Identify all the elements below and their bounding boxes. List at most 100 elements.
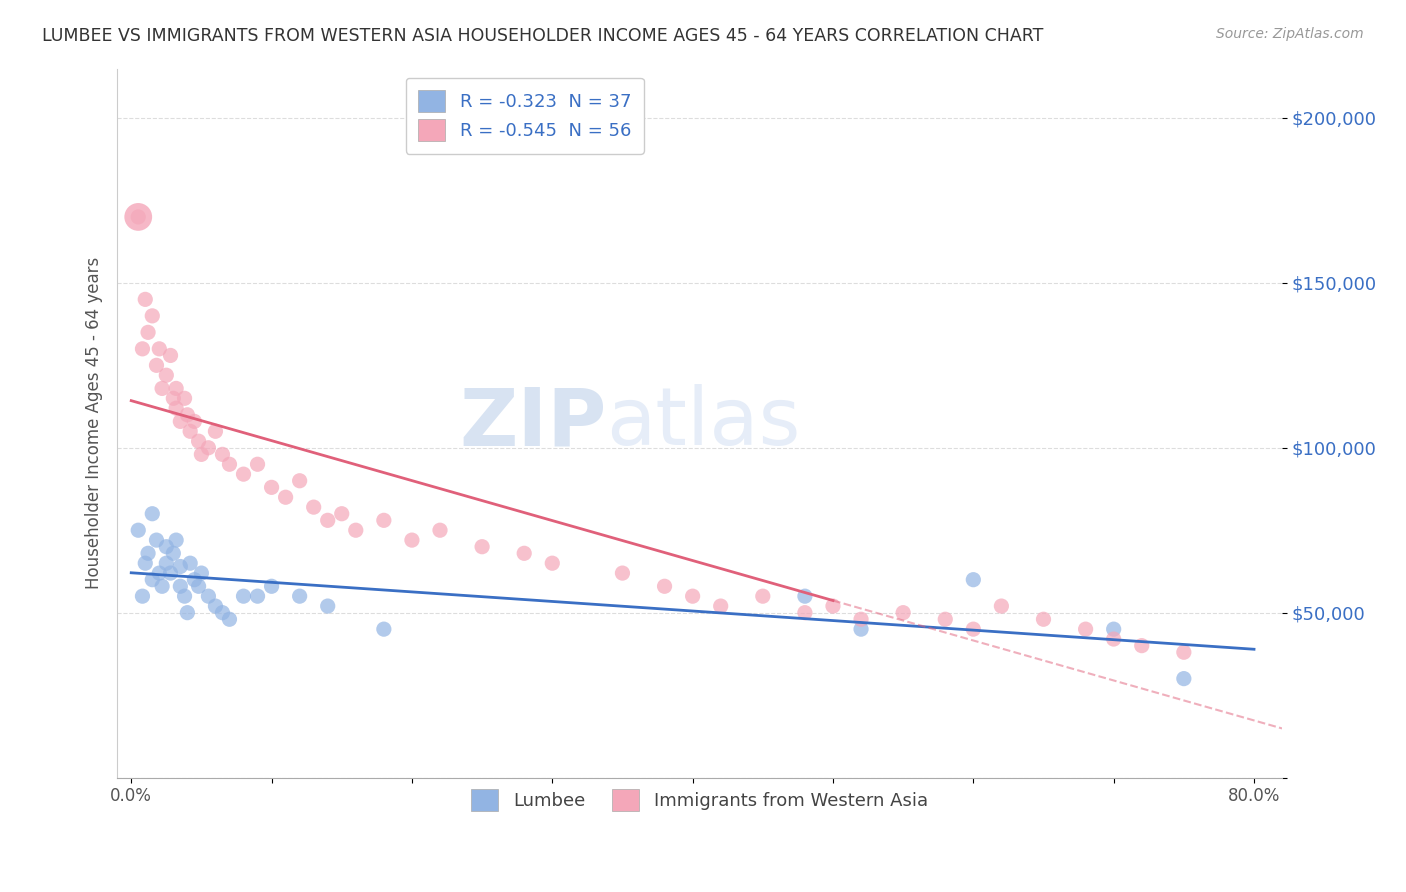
Point: [218, 612, 240, 626]
Point: [197, 589, 219, 603]
Point: [165, 401, 187, 416]
Point: [1130, 639, 1153, 653]
Point: [190, 566, 212, 580]
Point: [176, 606, 198, 620]
Point: [1032, 612, 1054, 626]
Point: [148, 566, 170, 580]
Point: [141, 309, 163, 323]
Point: [159, 566, 181, 580]
Point: [316, 513, 339, 527]
Point: [218, 457, 240, 471]
Point: [162, 546, 184, 560]
Point: [150, 381, 173, 395]
Point: [183, 573, 205, 587]
Point: [891, 606, 914, 620]
Point: [169, 414, 191, 428]
Point: [260, 480, 283, 494]
Point: [344, 523, 367, 537]
Point: [136, 546, 159, 560]
Point: [197, 441, 219, 455]
Point: [962, 573, 984, 587]
Point: [401, 533, 423, 548]
Point: [330, 507, 353, 521]
Point: [155, 540, 177, 554]
Point: [654, 579, 676, 593]
Point: [288, 474, 311, 488]
Point: [131, 342, 153, 356]
Point: [127, 210, 149, 224]
Point: [1074, 622, 1097, 636]
Point: [752, 589, 775, 603]
Point: [150, 579, 173, 593]
Y-axis label: Householder Income Ages 45 - 64 years: Householder Income Ages 45 - 64 years: [86, 257, 103, 589]
Point: [165, 381, 187, 395]
Point: [183, 414, 205, 428]
Point: [204, 425, 226, 439]
Legend: Lumbee, Immigrants from Western Asia: Lumbee, Immigrants from Western Asia: [457, 774, 942, 825]
Point: [136, 326, 159, 340]
Point: [134, 556, 156, 570]
Point: [232, 467, 254, 482]
Point: [373, 513, 395, 527]
Point: [179, 556, 201, 570]
Point: [155, 368, 177, 383]
Point: [148, 342, 170, 356]
Point: [1173, 645, 1195, 659]
Text: atlas: atlas: [606, 384, 801, 462]
Point: [246, 589, 269, 603]
Point: [131, 589, 153, 603]
Point: [134, 293, 156, 307]
Point: [260, 579, 283, 593]
Point: [274, 490, 297, 504]
Point: [232, 589, 254, 603]
Point: [211, 447, 233, 461]
Point: [612, 566, 634, 580]
Point: [1102, 622, 1125, 636]
Point: [173, 392, 195, 406]
Point: [513, 546, 536, 560]
Point: [165, 533, 187, 548]
Text: LUMBEE VS IMMIGRANTS FROM WESTERN ASIA HOUSEHOLDER INCOME AGES 45 - 64 YEARS COR: LUMBEE VS IMMIGRANTS FROM WESTERN ASIA H…: [42, 27, 1043, 45]
Point: [962, 622, 984, 636]
Point: [169, 559, 191, 574]
Point: [849, 622, 872, 636]
Text: ZIP: ZIP: [460, 384, 606, 462]
Point: [179, 425, 201, 439]
Point: [246, 457, 269, 471]
Point: [429, 523, 451, 537]
Point: [211, 606, 233, 620]
Point: [176, 408, 198, 422]
Point: [155, 556, 177, 570]
Point: [288, 589, 311, 603]
Point: [541, 556, 564, 570]
Point: [127, 210, 149, 224]
Point: [821, 599, 844, 613]
Point: [145, 533, 167, 548]
Point: [1173, 672, 1195, 686]
Point: [682, 589, 704, 603]
Point: [141, 573, 163, 587]
Point: [710, 599, 733, 613]
Point: [990, 599, 1012, 613]
Point: [162, 392, 184, 406]
Point: [187, 579, 209, 593]
Point: [316, 599, 339, 613]
Point: [1102, 632, 1125, 646]
Point: [373, 622, 395, 636]
Point: [159, 348, 181, 362]
Point: [471, 540, 494, 554]
Point: [173, 589, 195, 603]
Point: [204, 599, 226, 613]
Point: [127, 523, 149, 537]
Point: [141, 507, 163, 521]
Point: [934, 612, 956, 626]
Point: [849, 612, 872, 626]
Point: [302, 500, 325, 515]
Text: Source: ZipAtlas.com: Source: ZipAtlas.com: [1216, 27, 1364, 41]
Point: [145, 359, 167, 373]
Point: [190, 447, 212, 461]
Point: [793, 589, 815, 603]
Point: [793, 606, 815, 620]
Point: [169, 579, 191, 593]
Point: [187, 434, 209, 449]
